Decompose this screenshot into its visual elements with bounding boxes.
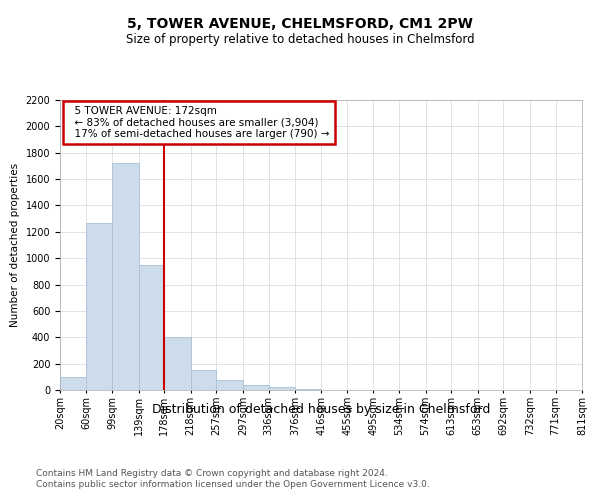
Text: Contains public sector information licensed under the Open Government Licence v3: Contains public sector information licen… [36, 480, 430, 489]
Text: 5 TOWER AVENUE: 172sqm
  ← 83% of detached houses are smaller (3,904)
  17% of s: 5 TOWER AVENUE: 172sqm ← 83% of detached… [68, 106, 329, 139]
Y-axis label: Number of detached properties: Number of detached properties [10, 163, 20, 327]
Bar [295, 388, 322, 390]
Bar [139, 265, 164, 390]
Bar [269, 388, 295, 390]
Text: Size of property relative to detached houses in Chelmsford: Size of property relative to detached ho… [125, 32, 475, 46]
Text: Distribution of detached houses by size in Chelmsford: Distribution of detached houses by size … [152, 402, 490, 415]
Text: 5, TOWER AVENUE, CHELMSFORD, CM1 2PW: 5, TOWER AVENUE, CHELMSFORD, CM1 2PW [127, 18, 473, 32]
Text: Contains HM Land Registry data © Crown copyright and database right 2024.: Contains HM Land Registry data © Crown c… [36, 469, 388, 478]
Bar [164, 338, 191, 390]
Bar [60, 377, 86, 390]
Bar [217, 380, 243, 390]
Bar [86, 222, 112, 390]
Bar [112, 164, 139, 390]
Bar [191, 370, 217, 390]
Bar [243, 384, 269, 390]
